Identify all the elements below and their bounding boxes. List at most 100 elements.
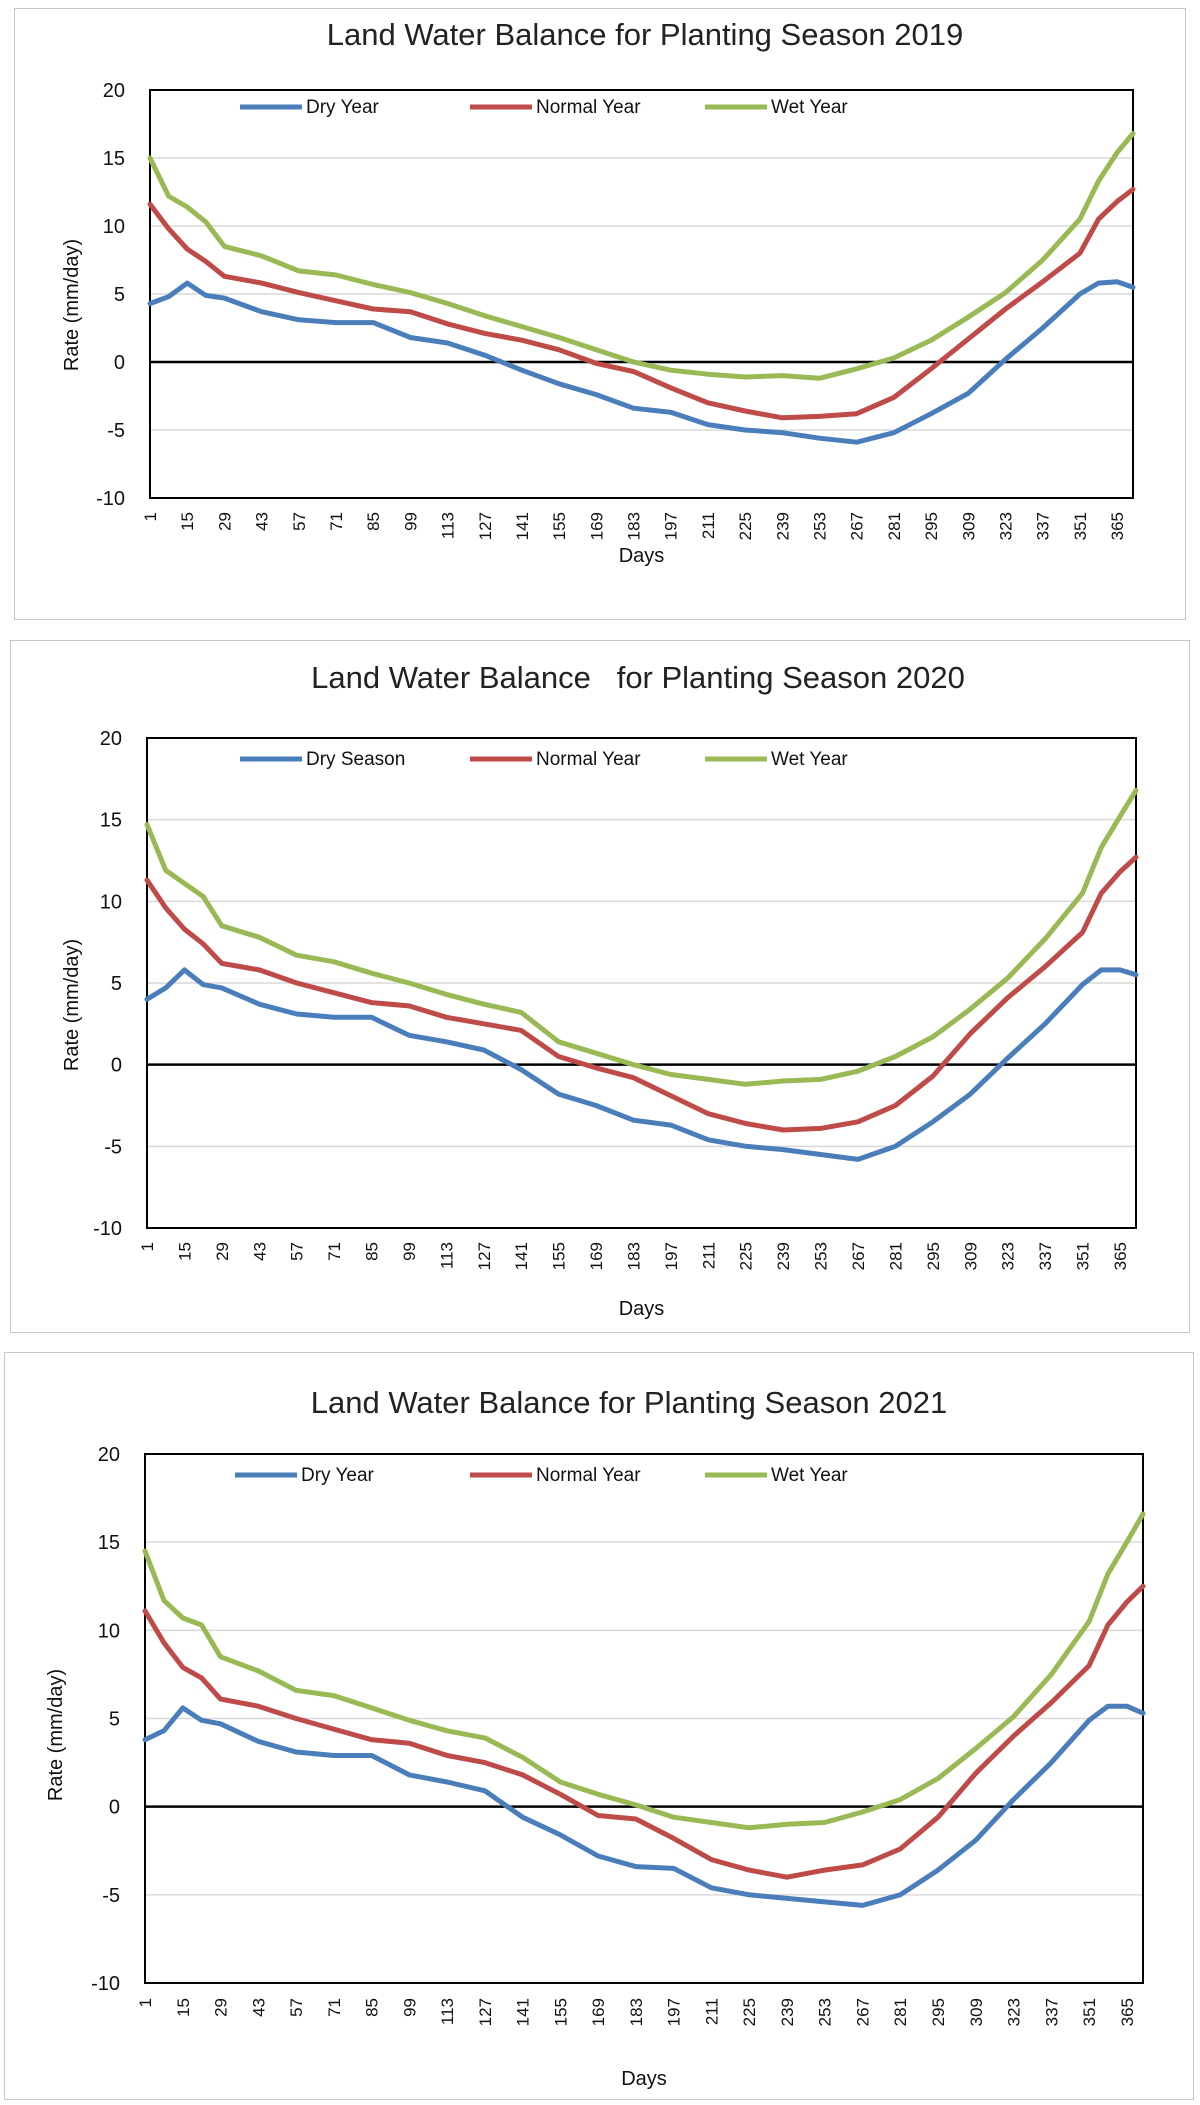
- y-tick-label: 15: [103, 148, 125, 170]
- legend-label: Normal Year: [536, 1465, 641, 1486]
- series-line-dry-year: [142, 1703, 1146, 1908]
- y-axis-title: Rate (mm/day): [61, 239, 83, 371]
- x-tick-label: 211: [699, 1242, 718, 1269]
- chart-panel-2020: Land Water Balance for Planting Season 2…: [0, 635, 1200, 1340]
- y-tick-label: -5: [104, 1136, 122, 1158]
- x-tick-label: 281: [885, 512, 904, 540]
- y-tick-label: 0: [109, 1797, 120, 1819]
- x-tick-label: 337: [1036, 1242, 1055, 1270]
- x-tick-label: 141: [513, 512, 532, 540]
- x-tick-label: 57: [288, 1242, 307, 1261]
- chart-border: [14, 8, 1186, 620]
- x-tick-label: 211: [699, 512, 718, 539]
- series-line-dry-year: [147, 279, 1136, 445]
- y-tick-label: 5: [111, 973, 122, 995]
- legend-label: Dry Season: [306, 749, 405, 770]
- x-tick-label: 15: [175, 1242, 194, 1261]
- x-tick-label: 113: [439, 512, 458, 539]
- x-tick-label: 29: [215, 512, 234, 531]
- x-tick-label: 351: [1080, 1998, 1099, 2026]
- legend-label: Dry Year: [301, 1465, 375, 1486]
- x-tick-label: 57: [287, 1998, 306, 2017]
- x-tick-label: 15: [174, 1998, 193, 2017]
- x-tick-label: 281: [886, 1242, 905, 1270]
- x-tick-label: 1: [136, 1998, 155, 2007]
- x-tick-label: 29: [213, 1242, 232, 1261]
- x-tick-label: 197: [662, 1242, 681, 1270]
- x-tick-label: 267: [848, 512, 867, 540]
- x-tick-label: 239: [773, 512, 792, 540]
- x-tick-label: 169: [587, 1242, 606, 1270]
- x-tick-label: 57: [290, 512, 309, 531]
- legend-label: Wet Year: [771, 749, 848, 770]
- x-tick-label: 155: [550, 512, 569, 540]
- legend-label: Normal Year: [536, 97, 641, 118]
- legend-label: Dry Year: [306, 97, 380, 118]
- x-tick-label: 365: [1111, 1242, 1130, 1270]
- x-tick-label: 197: [662, 512, 681, 540]
- x-tick-label: 253: [811, 512, 830, 540]
- legend-label: Normal Year: [536, 749, 641, 770]
- x-tick-label: 211: [702, 1998, 721, 2025]
- x-tick-label: 337: [1042, 1998, 1061, 2026]
- x-tick-label: 127: [475, 1242, 494, 1270]
- x-tick-label: 225: [737, 1242, 756, 1270]
- y-tick-label: 20: [103, 80, 125, 102]
- y-tick-label: 20: [100, 728, 122, 750]
- x-tick-label: 99: [401, 512, 420, 531]
- plot-area-border: [144, 1453, 1144, 1984]
- line-chart-2019: Land Water Balance for Planting Season 2…: [61, 17, 1136, 567]
- series-line-wet-year: [144, 787, 1139, 1087]
- x-tick-label: 113: [438, 1998, 457, 2025]
- x-tick-label: 239: [778, 1998, 797, 2026]
- x-tick-label: 113: [437, 1242, 456, 1269]
- x-tick-label: 71: [327, 512, 346, 531]
- x-axis-title: Days: [621, 2068, 667, 2090]
- y-tick-label: -5: [107, 420, 125, 442]
- x-tick-label: 141: [512, 1242, 531, 1270]
- x-tick-label: 267: [853, 1998, 872, 2026]
- x-tick-label: 365: [1118, 1998, 1137, 2026]
- x-tick-label: 71: [325, 1998, 344, 2017]
- x-tick-label: 29: [212, 1998, 231, 2017]
- x-tick-label: 155: [551, 1998, 570, 2026]
- y-axis-title: Rate (mm/day): [45, 1669, 67, 1801]
- x-tick-label: 295: [924, 1242, 943, 1270]
- plot-area-border: [146, 737, 1137, 1229]
- x-tick-label: 253: [812, 1242, 831, 1270]
- y-tick-label: 5: [114, 284, 125, 306]
- y-tick-label: 10: [103, 216, 125, 238]
- y-tick-label: 0: [111, 1055, 122, 1077]
- y-tick-label: 15: [100, 810, 122, 832]
- series-line-dry-season: [144, 967, 1139, 1162]
- x-tick-label: 183: [624, 1242, 643, 1270]
- y-tick-label: 20: [98, 1444, 120, 1466]
- y-tick-label: 10: [98, 1620, 120, 1642]
- x-tick-label: 253: [816, 1998, 835, 2026]
- x-tick-label: 169: [587, 512, 606, 540]
- x-tick-label: 15: [178, 512, 197, 531]
- x-tick-label: 323: [996, 512, 1015, 540]
- x-tick-label: 309: [961, 1242, 980, 1270]
- series-line-normal-year: [142, 1583, 1146, 1880]
- x-tick-label: 155: [550, 1242, 569, 1270]
- x-tick-label: 141: [514, 1998, 533, 2026]
- plot-area-border: [149, 89, 1134, 499]
- chart-title: Land Water Balance for Planting Season 2…: [327, 17, 964, 52]
- x-axis-title: Days: [619, 545, 665, 567]
- x-tick-label: 1: [141, 512, 160, 521]
- x-tick-label: 183: [625, 512, 644, 540]
- chart-border: [4, 1352, 1194, 2100]
- x-tick-label: 43: [253, 512, 272, 531]
- x-tick-label: 169: [589, 1998, 608, 2026]
- x-tick-label: 99: [400, 1242, 419, 1261]
- series-line-normal-year: [144, 854, 1139, 1133]
- x-tick-label: 127: [476, 1998, 495, 2026]
- x-tick-label: 43: [250, 1242, 269, 1261]
- x-tick-label: 85: [363, 1998, 382, 2017]
- series-line-normal-year: [147, 186, 1136, 421]
- x-tick-label: 351: [1074, 1242, 1093, 1270]
- x-tick-label: 267: [849, 1242, 868, 1270]
- y-tick-label: -10: [93, 1218, 122, 1240]
- x-tick-label: 309: [959, 512, 978, 540]
